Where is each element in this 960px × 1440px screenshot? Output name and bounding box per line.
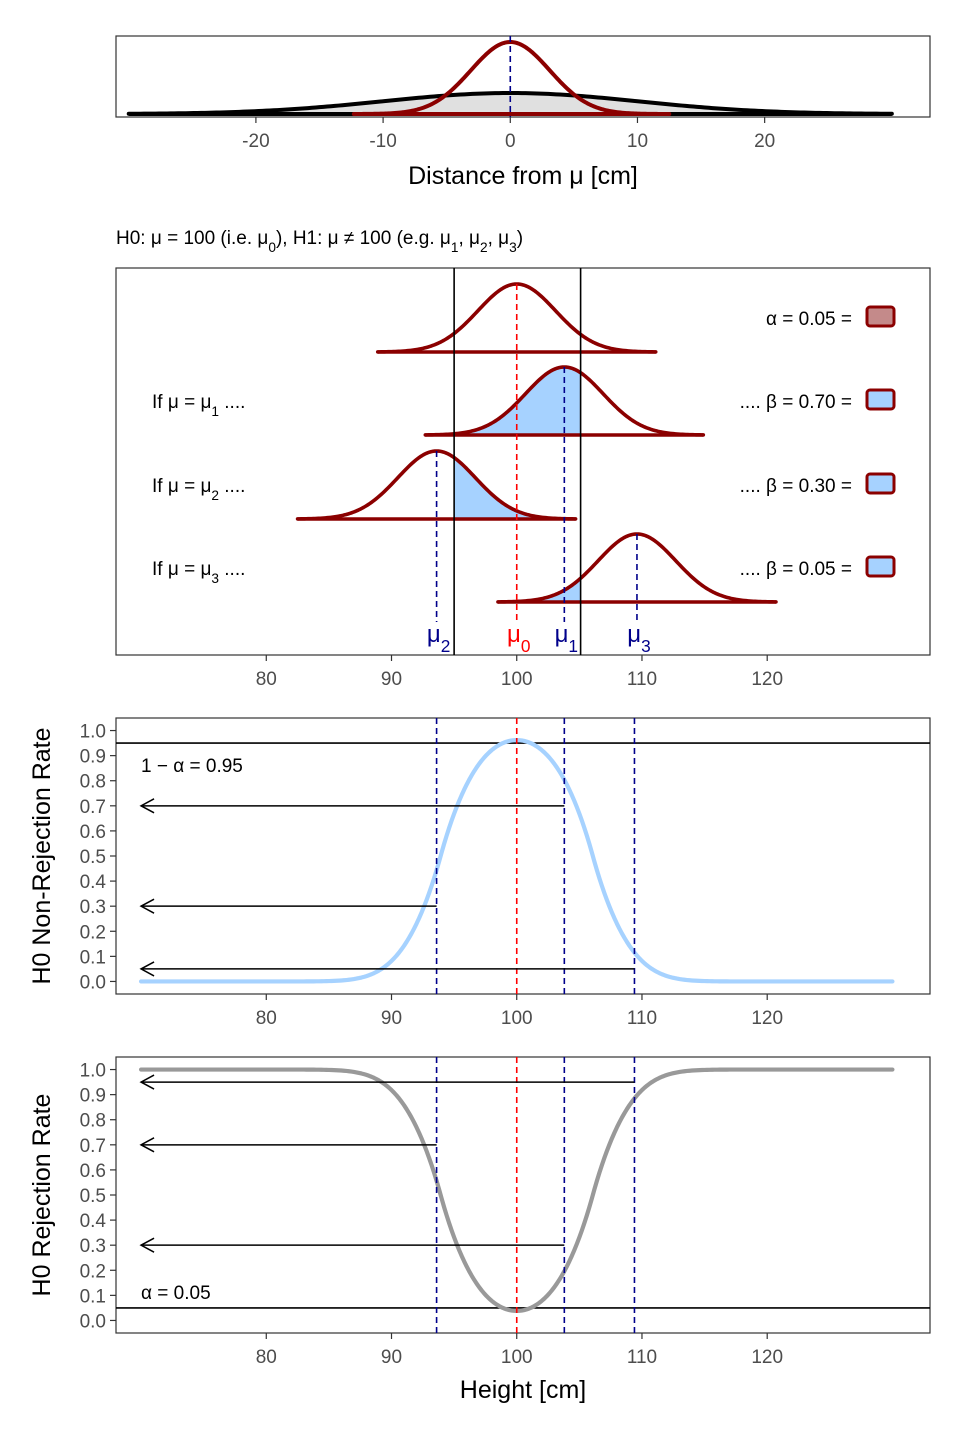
beta-area [454, 367, 581, 435]
y-tick-label: 0.3 [80, 1236, 106, 1257]
hypotheses-title: H0: μ = 100 (i.e. μ0), H1: μ ≠ 100 (e.g.… [116, 228, 523, 255]
beta-swatch [865, 388, 896, 411]
row-rate-label: .... β = 0.30 = [740, 476, 852, 497]
row-rate-label: α = 0.05 = [766, 309, 852, 330]
y-tick-label: 0.7 [80, 797, 106, 818]
y-axis-title: H0 Non-Rejection Rate [28, 727, 56, 984]
x-tick-label: 110 [627, 1008, 657, 1029]
distance-panel-border [115, 35, 931, 118]
x-tick-label: 90 [381, 1008, 402, 1029]
x-tick-label: 80 [256, 1008, 277, 1029]
y-tick-label: 0.1 [80, 947, 106, 968]
mean-label: μ2 [427, 621, 450, 656]
x-tick-label: -10 [369, 131, 396, 152]
arrow-head [139, 1074, 155, 1090]
x-axis-title: Distance from μ [cm] [408, 162, 638, 190]
y-tick-label: 0.9 [80, 1086, 106, 1107]
arrow-head [139, 898, 155, 914]
arrow-head [139, 1137, 155, 1153]
x-tick-label: -20 [242, 131, 269, 152]
row-condition-label: If μ = μ1 .... [152, 392, 245, 419]
row-condition-label: If μ = μ3 .... [152, 559, 245, 586]
hypotheses-panel: H0: μ = 100 (i.e. μ0), H1: μ ≠ 100 (e.g.… [115, 228, 931, 690]
mean-label: μ3 [627, 621, 650, 656]
row-condition-label: If μ = μ2 .... [152, 476, 245, 503]
x-tick-label: 120 [751, 669, 783, 690]
mean-label: μ0 [507, 621, 530, 656]
y-tick-label: 0.4 [80, 1211, 107, 1232]
arrow-head [139, 1237, 155, 1253]
y-tick-label: 1.0 [80, 722, 106, 743]
x-tick-label: 80 [256, 669, 277, 690]
alpha-swatch [865, 305, 896, 328]
x-tick-label: 100 [501, 1347, 533, 1368]
y-tick-label: 0.0 [80, 972, 106, 993]
arrow-head [139, 798, 155, 814]
mean-label: μ1 [555, 621, 578, 656]
x-tick-label: 120 [751, 1008, 783, 1029]
x-tick-label: 90 [381, 669, 402, 690]
y-tick-label: 0.4 [80, 872, 107, 893]
y-axis-title: H0 Rejection Rate [28, 1094, 56, 1297]
y-tick-label: 0.2 [80, 1261, 106, 1282]
x-tick-label: 100 [501, 1008, 533, 1029]
y-tick-label: 0.8 [80, 772, 106, 793]
x-tick-label: 10 [627, 131, 648, 152]
y-tick-label: 0.8 [80, 1111, 106, 1132]
y-tick-label: 1.0 [80, 1061, 106, 1082]
x-tick-label: 80 [256, 1347, 277, 1368]
distance-panel: -20 -10 0 10 20 Distance from μ [cm] [115, 35, 931, 190]
x-tick-label: 110 [627, 669, 657, 690]
reference-label: α = 0.05 [141, 1283, 211, 1304]
y-tick-label: 0.6 [80, 1161, 106, 1182]
y-tick-label: 0.2 [80, 922, 106, 943]
y-tick-label: 0.0 [80, 1311, 106, 1332]
y-tick-label: 0.3 [80, 897, 106, 918]
x-tick-label: 120 [751, 1347, 783, 1368]
beta-swatch [865, 555, 896, 578]
beta-area [454, 457, 576, 519]
x-tick-label: 20 [754, 131, 775, 152]
row-rate-label: .... β = 0.05 = [740, 559, 852, 580]
x-tick-label: 110 [627, 1347, 657, 1368]
population-curve [126, 91, 894, 116]
y-tick-label: 0.9 [80, 747, 106, 768]
hypotheses-panel-border [115, 267, 931, 656]
x-axis-title: Height [cm] [460, 1376, 586, 1404]
x-tick-label: 0 [505, 131, 516, 152]
y-tick-label: 0.1 [80, 1286, 106, 1307]
beta-area [497, 578, 581, 602]
y-tick-label: 0.7 [80, 1136, 106, 1157]
x-tick-label: 90 [381, 1347, 402, 1368]
rejection-panel-border [115, 1056, 931, 1334]
y-tick-label: 0.6 [80, 822, 106, 843]
beta-swatch [865, 472, 896, 495]
x-tick-label: 100 [501, 669, 533, 690]
reference-label: 1 − α = 0.95 [141, 756, 243, 777]
nonrejection-panel: 1 − α = 0.95 0.0 0.1 0.2 0.3 0.4 0.5 0.6 0.7 0.8 0… [28, 717, 931, 1029]
y-tick-label: 0.5 [80, 847, 106, 868]
arrow-head [139, 961, 155, 977]
y-tick-label: 0.5 [80, 1186, 106, 1207]
rejection-panel: α = 0.05 0.0 0.1 0.2 0.3 0.4 0.5 0.6 0.7 0.8 0.9 1.… [28, 1056, 931, 1404]
row-rate-label: .... β = 0.70 = [740, 392, 852, 413]
